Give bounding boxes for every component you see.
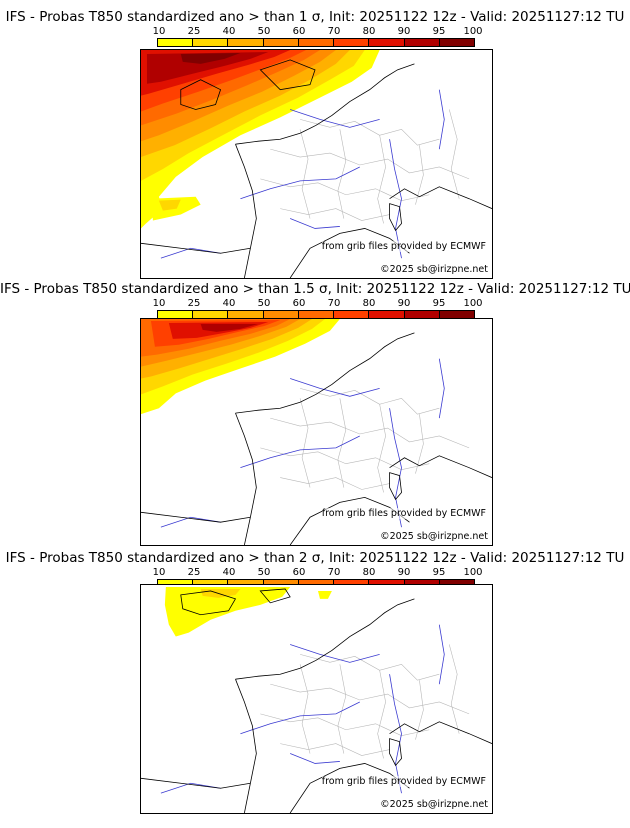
map-svg (141, 50, 492, 278)
colorbar-tick-label: 90 (397, 567, 411, 578)
map-panel-2: IFS - Probas T850 standardized ano > tha… (0, 281, 630, 551)
colorbar-swatch (404, 580, 440, 587)
credit-grib: from grib files provided by ECMWF (321, 241, 486, 252)
colorbar-swatch (334, 311, 370, 318)
colorbar-tick-label: 40 (222, 567, 236, 578)
panel-title: IFS - Probas T850 standardized ano > tha… (0, 281, 630, 297)
colorbar-swatches (157, 38, 475, 47)
colorbar-tick-label: 100 (463, 26, 483, 37)
colorbar-swatch (369, 580, 405, 587)
colorbar-swatch (263, 39, 299, 46)
colorbar-tick-label: 50 (257, 567, 271, 578)
credit-copyright: ©2025 sb@irizpne.net (380, 531, 488, 542)
colorbar-swatch (158, 311, 194, 318)
probability-field (164, 586, 332, 637)
probability-field (141, 50, 380, 229)
colorbar-tick-label: 95 (432, 567, 446, 578)
colorbar-tick-label: 25 (187, 26, 201, 37)
colorbar-tick-label: 70 (327, 26, 341, 37)
colorbar-swatch (263, 311, 299, 318)
colorbar-tick-label: 50 (257, 298, 271, 309)
map-panel-3: IFS - Probas T850 standardized ano > tha… (0, 550, 630, 820)
colorbar-tick-label: 80 (362, 567, 376, 578)
colorbar-swatch (439, 311, 474, 318)
credit-copyright: ©2025 sb@irizpne.net (380, 264, 488, 275)
coastlines (141, 59, 492, 278)
credit-grib: from grib files provided by ECMWF (321, 508, 486, 519)
map-svg (141, 586, 492, 813)
colorbar-swatch (404, 311, 440, 318)
colorbar-swatch (439, 39, 474, 46)
colorbar-swatch (228, 580, 264, 587)
colorbar-tick-label: 90 (397, 26, 411, 37)
colorbar-swatch (439, 580, 474, 587)
colorbar-swatch (298, 580, 335, 587)
colorbar-swatch (193, 39, 229, 46)
colorbar-tick-label: 70 (327, 298, 341, 309)
colorbar-tick-label: 95 (432, 298, 446, 309)
rivers (160, 624, 445, 794)
colorbar: 10 25 40 50 60 70 80 90 95 100 (153, 298, 483, 320)
colorbar-tick-label: 90 (397, 298, 411, 309)
admin-borders (260, 109, 470, 224)
colorbar-tick-label: 10 (152, 567, 166, 578)
admin-borders (260, 644, 470, 759)
colorbar-swatch (369, 39, 405, 46)
colorbar-swatch (228, 39, 264, 46)
colorbar-swatch (334, 39, 370, 46)
coastlines (141, 588, 492, 813)
colorbar-tick-label: 10 (152, 26, 166, 37)
map-panel-1: IFS - Probas T850 standardized ano > tha… (0, 9, 630, 279)
colorbar-swatch (404, 39, 440, 46)
forecast-map: from grib files provided by ECMWF ©2025 … (140, 584, 493, 814)
map-svg (141, 319, 492, 545)
colorbar-tick-label: 80 (362, 298, 376, 309)
colorbar-tick-label: 95 (432, 26, 446, 37)
colorbar-tick-label: 25 (187, 298, 201, 309)
colorbar-tick-label: 100 (463, 298, 483, 309)
colorbar-tick-label: 50 (257, 26, 271, 37)
credit-copyright: ©2025 sb@irizpne.net (380, 799, 488, 810)
colorbar-tick-label: 60 (292, 567, 306, 578)
colorbar-swatch (193, 311, 229, 318)
panel-title: IFS - Probas T850 standardized ano > tha… (5, 9, 625, 25)
colorbar-tick-label: 10 (152, 298, 166, 309)
colorbar-tick-label: 60 (292, 26, 306, 37)
panel-title: IFS - Probas T850 standardized ano > tha… (5, 550, 625, 566)
forecast-map: from grib files provided by ECMWF ©2025 … (140, 318, 493, 546)
colorbar-tick-label: 40 (222, 26, 236, 37)
colorbar-tick-label: 60 (292, 298, 306, 309)
rivers (160, 358, 445, 528)
colorbar-swatch (158, 580, 194, 587)
colorbar-tick-label: 25 (187, 567, 201, 578)
colorbar: 10 25 40 50 60 70 80 90 95 100 (153, 26, 483, 48)
colorbar-swatch (158, 39, 194, 46)
credit-grib: from grib files provided by ECMWF (321, 776, 486, 787)
colorbar-tick-label: 70 (327, 567, 341, 578)
colorbar-swatch (263, 580, 299, 587)
colorbar-tick-label: 80 (362, 26, 376, 37)
colorbar-swatch (193, 580, 229, 587)
colorbar-swatch (298, 311, 335, 318)
colorbar-swatch (369, 311, 405, 318)
coastlines (141, 332, 492, 545)
colorbar-swatch (298, 39, 335, 46)
colorbar-swatch (334, 580, 370, 587)
probability-field (141, 319, 340, 415)
colorbar-tick-label: 40 (222, 298, 236, 309)
forecast-map: from grib files provided by ECMWF ©2025 … (140, 49, 493, 279)
admin-borders (260, 388, 470, 493)
colorbar-swatch (228, 311, 264, 318)
colorbar-tick-label: 100 (463, 567, 483, 578)
rivers (160, 89, 445, 259)
